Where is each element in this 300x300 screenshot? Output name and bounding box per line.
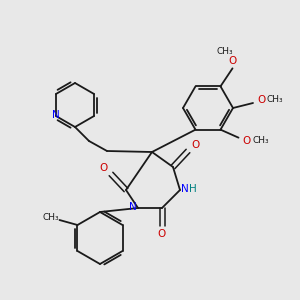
Text: O: O [228,56,237,66]
Text: CH₃: CH₃ [267,95,283,104]
Text: N: N [129,202,137,212]
Text: CH₃: CH₃ [42,214,59,223]
Text: O: O [242,136,250,146]
Text: CH₃: CH₃ [252,136,269,145]
Text: O: O [158,229,166,239]
Text: O: O [191,140,199,150]
Text: N: N [52,110,59,120]
Text: CH₃: CH₃ [216,47,233,56]
Text: H: H [189,184,197,194]
Text: O: O [257,95,265,105]
Text: O: O [100,163,108,173]
Text: N: N [181,184,189,194]
